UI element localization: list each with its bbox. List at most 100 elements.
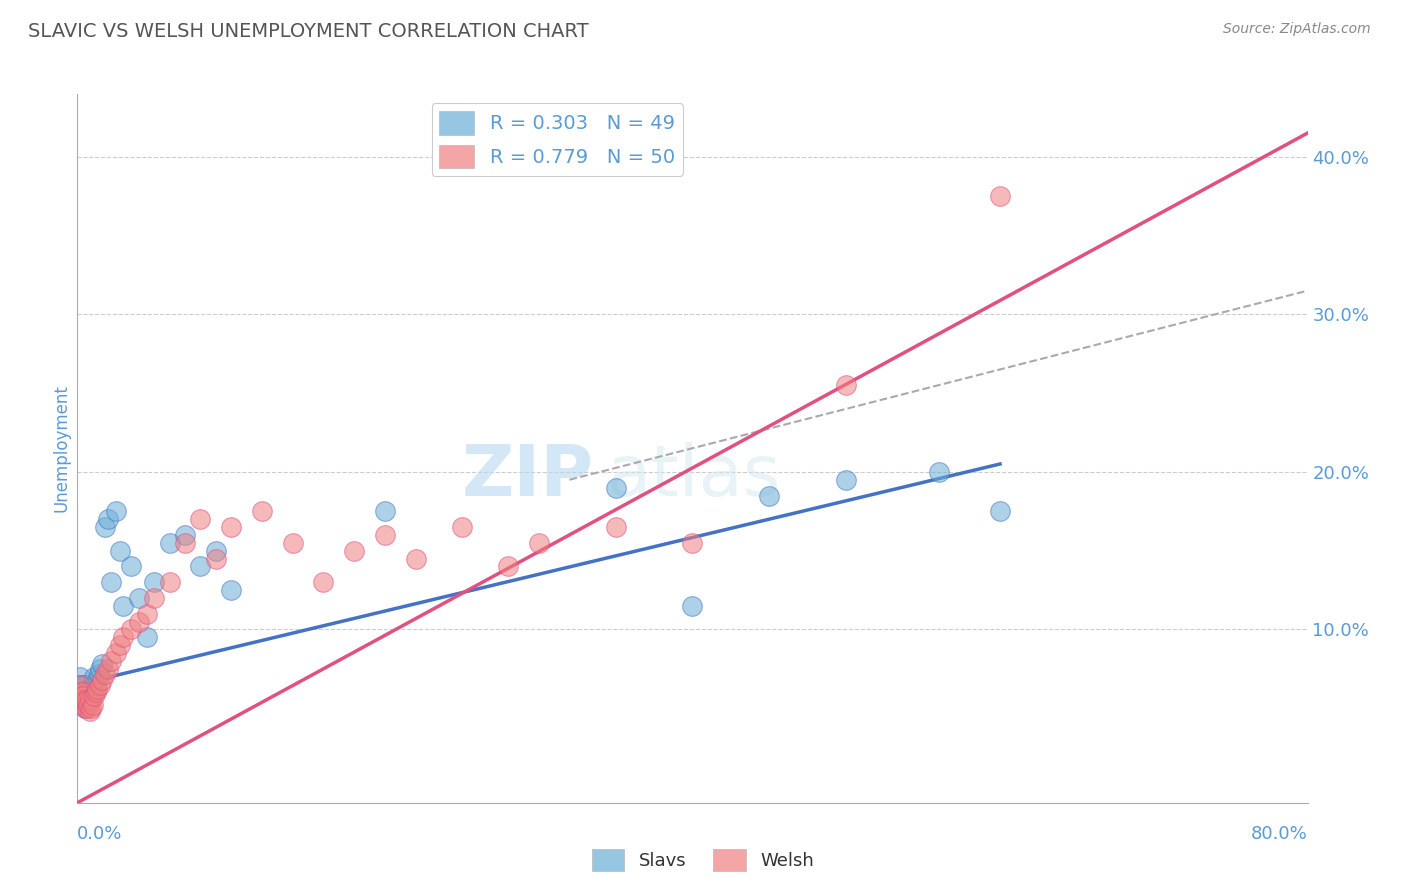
Point [83, 670, 105, 684]
Point [84, 678, 107, 692]
Point [79, 705, 101, 719]
Point [682, 535, 704, 549]
Point [835, 473, 858, 487]
Point [76, 693, 98, 707]
Legend: R = 0.303   N = 49, R = 0.779   N = 50: R = 0.303 N = 49, R = 0.779 N = 50 [432, 103, 683, 176]
Text: atlas: atlas [606, 442, 780, 511]
Point [73, 693, 96, 707]
Point [70, 693, 93, 707]
Point [758, 489, 780, 503]
Point [77, 698, 100, 712]
Point [82, 698, 104, 712]
Point [112, 599, 135, 613]
Text: ZIP: ZIP [461, 442, 595, 511]
Point [97, 662, 120, 676]
Point [97, 512, 120, 526]
Point [405, 551, 427, 566]
Point [67, 685, 90, 699]
Point [174, 535, 197, 549]
Text: 0.0%: 0.0% [77, 825, 122, 843]
Point [77, 682, 100, 697]
Point [835, 378, 858, 392]
Point [188, 512, 212, 526]
Point [89, 662, 111, 676]
Point [104, 504, 127, 518]
Point [120, 623, 142, 637]
Point [135, 607, 157, 621]
Text: 80.0%: 80.0% [1251, 825, 1308, 843]
Point [143, 575, 166, 590]
Point [104, 646, 127, 660]
Point [86, 673, 108, 687]
Point [90, 673, 114, 687]
Point [83, 689, 105, 703]
Point [73, 701, 96, 715]
Point [73, 701, 96, 715]
Point [69, 693, 91, 707]
Point [69, 689, 91, 703]
Point [80, 682, 103, 697]
Point [928, 465, 950, 479]
Point [76, 701, 98, 715]
Point [94, 520, 117, 534]
Point [82, 678, 104, 692]
Point [76, 685, 98, 699]
Y-axis label: Unemployment: Unemployment [52, 384, 70, 512]
Point [94, 666, 117, 681]
Point [73, 678, 96, 692]
Point [79, 685, 101, 699]
Point [605, 520, 627, 534]
Point [174, 528, 197, 542]
Point [250, 504, 273, 518]
Point [86, 682, 108, 697]
Point [605, 481, 627, 495]
Text: Source: ZipAtlas.com: Source: ZipAtlas.com [1223, 22, 1371, 37]
Point [450, 520, 472, 534]
Point [84, 685, 107, 699]
Point [188, 559, 212, 574]
Point [159, 535, 181, 549]
Point [100, 575, 122, 590]
Point [143, 591, 166, 605]
Point [682, 599, 704, 613]
Legend: Slavs, Welsh: Slavs, Welsh [585, 842, 821, 879]
Point [72, 689, 94, 703]
Point [70, 678, 93, 692]
Point [128, 615, 150, 629]
Point [67, 693, 90, 707]
Point [77, 689, 100, 703]
Point [87, 666, 110, 681]
Point [135, 630, 157, 644]
Point [219, 583, 242, 598]
Point [76, 693, 98, 707]
Point [204, 543, 226, 558]
Point [70, 685, 93, 699]
Point [80, 701, 103, 715]
Point [219, 520, 242, 534]
Point [374, 528, 396, 542]
Point [496, 559, 519, 574]
Point [72, 693, 94, 707]
Point [79, 693, 101, 707]
Point [281, 535, 304, 549]
Point [374, 504, 396, 518]
Point [79, 693, 101, 707]
Point [72, 685, 94, 699]
Point [100, 654, 122, 668]
Point [82, 685, 104, 699]
Point [988, 189, 1011, 203]
Point [110, 638, 132, 652]
Point [67, 685, 90, 699]
Point [69, 678, 91, 692]
Point [80, 689, 103, 703]
Point [72, 698, 94, 712]
Point [70, 685, 93, 699]
Point [159, 575, 181, 590]
Point [343, 543, 366, 558]
Point [312, 575, 335, 590]
Point [110, 543, 132, 558]
Point [67, 678, 90, 692]
Point [128, 591, 150, 605]
Point [89, 678, 111, 692]
Point [204, 551, 226, 566]
